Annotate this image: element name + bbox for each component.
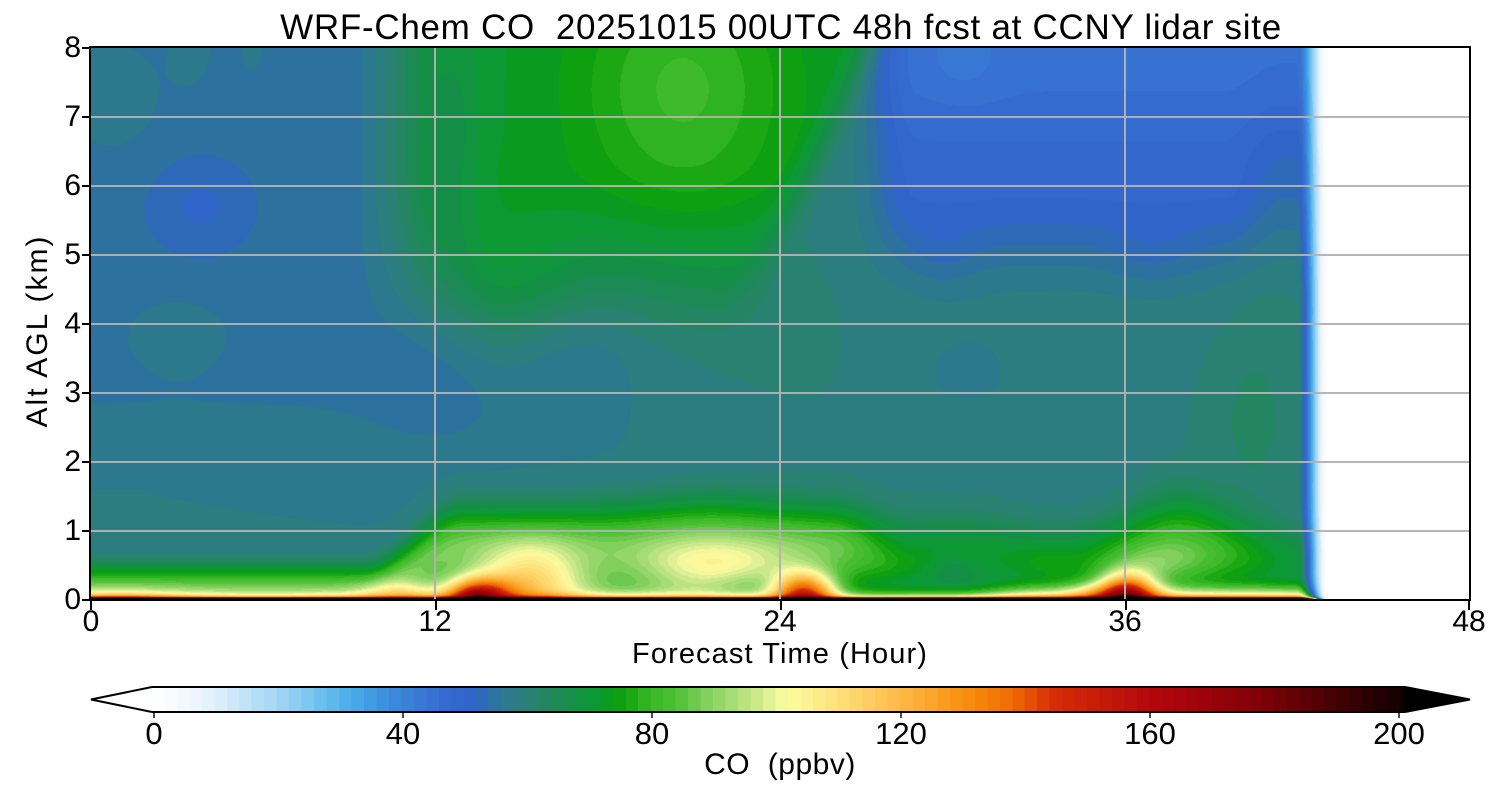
svg-text:80: 80 xyxy=(635,716,669,751)
svg-text:0: 0 xyxy=(145,716,162,751)
svg-text:40: 40 xyxy=(386,716,420,751)
svg-text:200: 200 xyxy=(1373,716,1425,751)
svg-text:120: 120 xyxy=(875,716,927,751)
svg-text:CO (ppbv): CO (ppbv) xyxy=(704,748,856,781)
svg-text:160: 160 xyxy=(1124,716,1176,751)
